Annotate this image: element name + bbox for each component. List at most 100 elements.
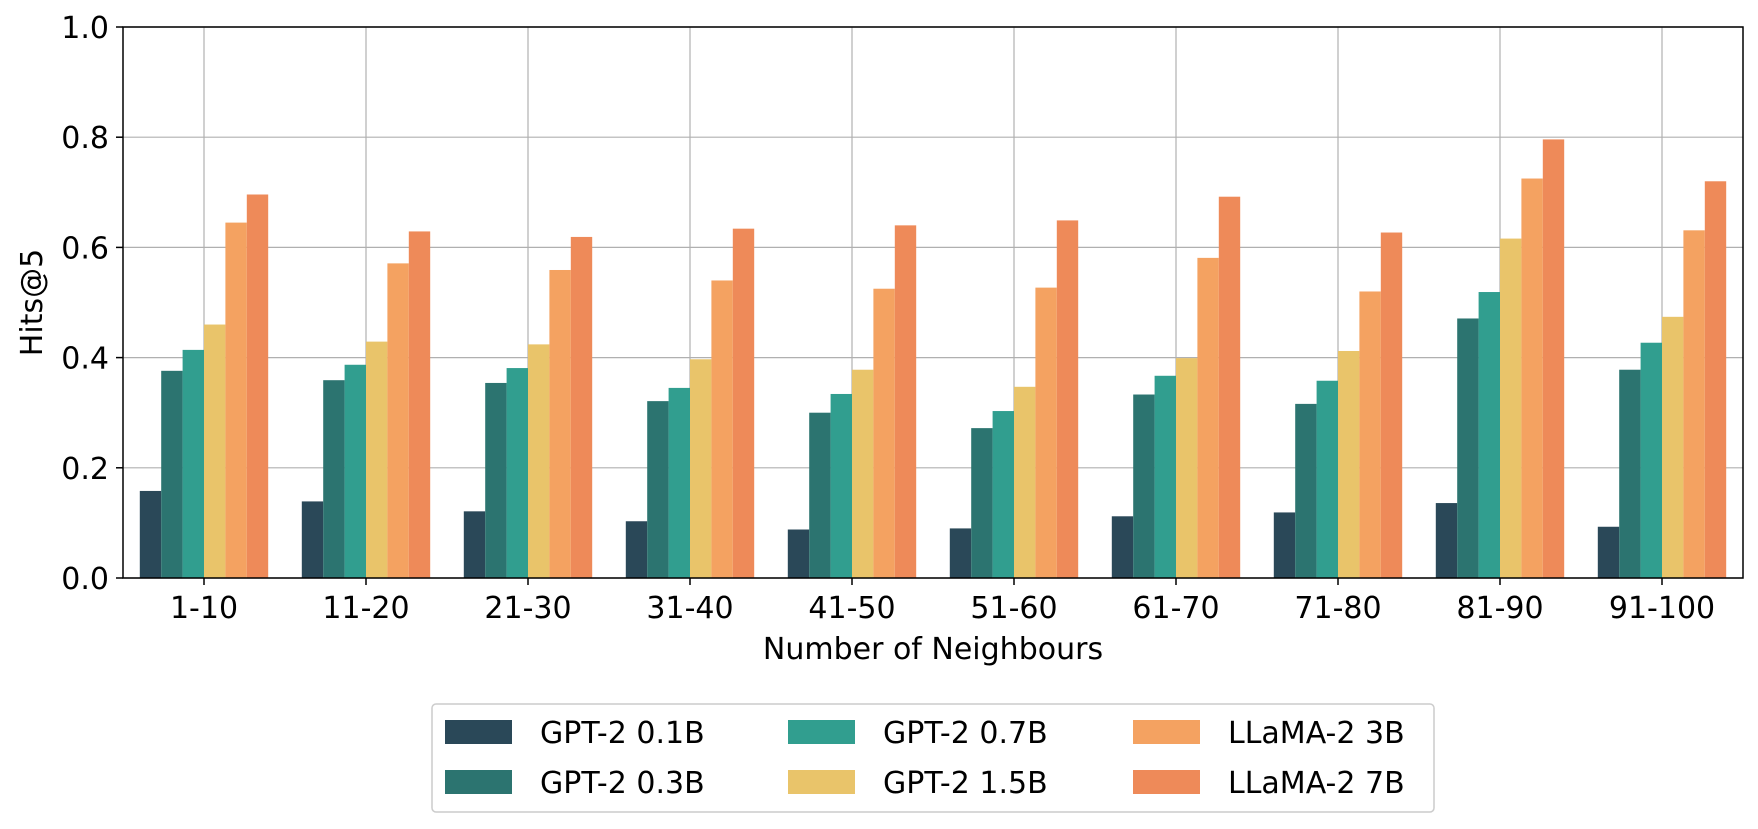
bar [182,349,204,578]
y-tick-label: 0.6 [61,231,109,266]
x-tick-label: 91-100 [1609,591,1715,626]
bar [506,368,528,578]
bar [1338,350,1360,578]
bar [1014,386,1036,578]
bar [668,387,690,578]
bar [1295,403,1317,578]
bar [301,501,324,578]
y-tick-label: 1.0 [61,11,109,46]
bar [323,380,345,578]
x-tick-label: 31-40 [646,591,733,626]
bar [625,521,648,578]
x-axis-title: Number of Neighbours [763,632,1103,667]
legend-swatch [788,720,855,744]
bar [1154,375,1176,578]
x-tick-label: 61-70 [1132,591,1219,626]
legend-label: GPT-2 0.1B [540,716,705,751]
bar [992,411,1014,578]
y-tick-label: 0.8 [61,121,109,156]
bar [1457,318,1479,578]
legend-label: LLaMA-2 7B [1228,766,1405,801]
legend-swatch [445,770,512,794]
bar [787,529,810,578]
bar [690,359,712,578]
bar [1133,394,1155,578]
bar [971,428,993,578]
bar [1640,342,1662,578]
legend-item: LLaMA-2 7B [1133,766,1405,801]
x-tick-label: 41-50 [808,591,895,626]
x-tick-label: 21-30 [484,591,571,626]
x-tick-label: 1-10 [170,591,238,626]
legend: GPT-2 0.1B GPT-2 0.3B GPT-2 0.7B GPT-2 1.5B… [431,703,1435,813]
legend-label: GPT-2 0.7B [883,716,1048,751]
bar [139,490,162,578]
bar [1597,526,1620,578]
legend-item: GPT-2 0.7B [788,716,1048,751]
bar [647,401,669,578]
bar [1435,503,1458,578]
x-tick-label: 71-80 [1294,591,1381,626]
bar [246,194,269,578]
bar [408,231,431,578]
bar [1316,380,1338,578]
y-tick-label: 0.0 [61,562,109,597]
x-tick-label: 81-90 [1456,591,1543,626]
legend-swatch [1133,720,1200,744]
bar [830,393,852,578]
y-tick-label: 0.2 [61,452,109,487]
y-tick-label: 0.4 [61,342,109,377]
y-axis-title: Hits@5 [15,249,50,356]
bar [528,344,550,578]
bar [463,511,486,578]
bar [1176,358,1198,578]
bar [1359,291,1381,578]
bar [1380,232,1403,578]
legend-label: LLaMA-2 3B [1228,716,1405,751]
legend-swatch [788,770,855,794]
y-axis: 0.0 0.2 0.4 0.6 0.8 1.0 [61,11,123,597]
bar [1683,230,1705,578]
bar [1056,220,1079,578]
bar [344,364,366,578]
legend-swatch [445,720,512,744]
bar [1478,292,1500,578]
legend-item: GPT-2 0.1B [445,716,705,751]
bar [549,269,571,578]
x-tick-label: 11-20 [322,591,409,626]
bar [1521,178,1543,578]
legend-swatch [1133,770,1200,794]
plot-frame [122,26,1744,579]
bar [1035,287,1057,578]
legend-item: LLaMA-2 3B [1133,716,1405,751]
bar [873,288,895,578]
bar [809,412,831,578]
bar [1704,181,1727,578]
bar [485,382,507,578]
bar [570,236,593,578]
bar [1500,238,1522,579]
bar [894,225,917,579]
bar [852,369,874,578]
bar [1662,316,1684,578]
bar [161,370,183,578]
bars [139,139,1727,579]
bar [1111,516,1134,578]
bar [225,222,247,579]
x-axis: 1-10 11-20 21-30 31-40 41-50 51-60 61-70 71-80 8… [170,578,1715,626]
bar [366,341,388,578]
bar [1218,196,1241,578]
bar [1542,139,1565,579]
bar [1619,369,1641,578]
legend-item: GPT-2 0.3B [445,766,705,801]
x-tick-label: 51-60 [970,591,1057,626]
legend-item: GPT-2 1.5B [788,766,1048,801]
bar [1273,512,1296,578]
legend-label: GPT-2 0.3B [540,766,705,801]
bar [732,228,755,578]
bar [711,280,733,578]
bar [949,528,972,578]
bar [1197,257,1219,578]
legend-label: GPT-2 1.5B [883,766,1048,801]
